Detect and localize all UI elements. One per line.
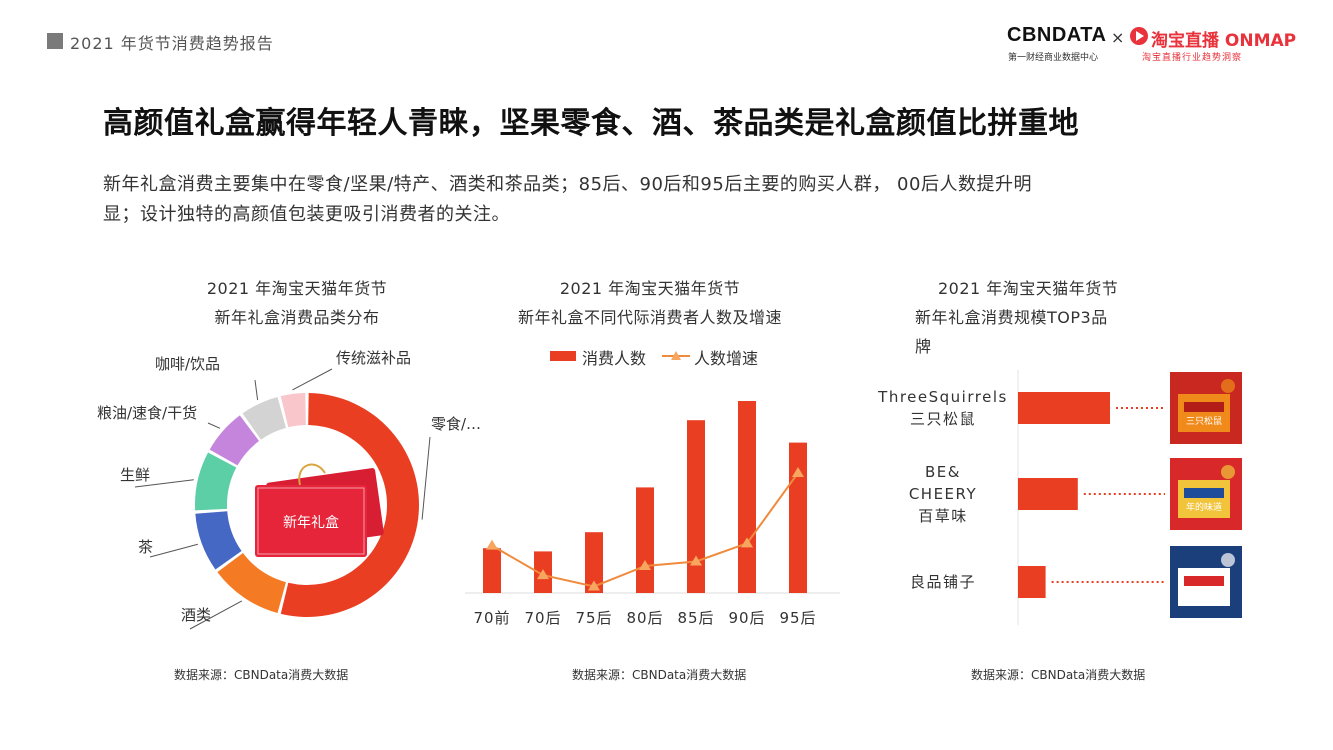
gift-box-image: 新年礼盒 <box>255 463 384 557</box>
growth-point <box>588 580 600 591</box>
pie-chart-title-line-1: 2021 年淘宝天猫年货节 <box>206 279 388 298</box>
generation-bar <box>483 548 501 593</box>
brand-bar <box>1018 566 1046 598</box>
pie-slice-label: 茶 <box>138 538 154 556</box>
x-tick-label: 75后 <box>575 609 612 627</box>
pie-slice-label: 咖啡/饮品 <box>155 355 221 373</box>
legend-line-swatch <box>662 351 690 360</box>
product-image-text: 三只松鼠 <box>1186 415 1222 427</box>
pie-slice <box>195 511 242 570</box>
page-description: 新年礼盒消费主要集中在零食/坚果/特产、酒类和茶品类；85后、90后和95后主要… <box>103 170 1223 230</box>
pie-slice-label: 酒类 <box>181 606 212 624</box>
taobao-live-logo-subtitle: 淘宝直播行业趋势洞察 <box>1142 53 1243 63</box>
bar-chart-source: 数据来源：CBNData消费大数据 <box>572 668 747 682</box>
brand-label-line: ThreeSquirrels <box>878 388 1008 406</box>
taobao-live-logo: 淘宝直播 ONMAP <box>1151 31 1297 51</box>
brand-bar <box>1018 478 1078 510</box>
brand-label: BE& CHEERY 百草味 <box>868 461 1018 527</box>
category-donut-chart: 新年礼盒 <box>134 368 431 630</box>
pie-slice <box>209 415 260 466</box>
description-line-2: 显；设计独特的高颜值包装更吸引消费者的关注。 <box>103 204 510 225</box>
description-line-1: 新年礼盒消费主要集中在零食/坚果/特产、酒类和茶品类；85后、90后和95后主要… <box>103 174 1032 195</box>
logo-separator: × <box>1111 28 1125 47</box>
brand-label: 良品铺子 <box>868 571 1018 593</box>
legend-line-label: 人数增速 <box>694 349 759 368</box>
bestore-gift-box-image: 良品铺子 <box>1170 546 1242 618</box>
generation-bar <box>636 487 654 593</box>
pie-slice <box>280 393 306 428</box>
pie-chart-title: 2021 年淘宝天猫年货节 新年礼盒消费品类分布 <box>152 274 442 332</box>
growth-point <box>537 569 549 580</box>
generation-bar <box>738 401 756 593</box>
pie-slice <box>217 552 286 614</box>
brand-label-line: 良品铺子 <box>909 573 976 591</box>
x-tick-label: 80后 <box>626 609 663 627</box>
pie-slice-label: 零食/… <box>431 415 482 433</box>
product-image-text: 良品铺子 <box>1186 589 1222 601</box>
brand-bar <box>1018 392 1110 424</box>
pie-leader-line <box>421 436 431 520</box>
brand-chart-title-line-1: 2021 年淘宝天猫年货节 <box>938 279 1119 298</box>
legend-bar-label: 消费人数 <box>582 349 647 368</box>
generation-bar-line-chart: 70前 70后 75后 80后 85后 90后 95后 <box>465 401 840 627</box>
brand-chart-title-line-3: 牌 <box>915 337 932 356</box>
page-headline: 高颜值礼盒赢得年轻人青睐，坚果零食、酒、茶品类是礼盒颜值比拼重地 <box>103 106 1079 141</box>
pie-slice-label: 传统滋补品 <box>336 349 412 367</box>
pie-leader-line <box>149 543 198 558</box>
growth-point <box>792 467 804 477</box>
cbndata-logo-subtitle: 第一财经商业数据中心 <box>1008 53 1099 63</box>
x-tick-label: 70前 <box>473 609 510 627</box>
pie-leader-line <box>207 422 221 429</box>
product-image-text: 年的味道 <box>1186 501 1222 513</box>
growth-point <box>639 560 651 571</box>
header-square-icon <box>47 33 63 49</box>
growth-point <box>486 539 498 550</box>
x-tick-label: 95后 <box>779 609 816 627</box>
pie-leader-line <box>189 600 243 630</box>
pie-slice <box>280 393 419 617</box>
brand-label-line: 百草味 <box>918 507 968 525</box>
x-tick-label: 70后 <box>524 609 561 627</box>
brand-chart-title-line-2: 新年礼盒消费规模TOP3品 <box>915 308 1108 327</box>
be-cheery-gift-box-image: 年的味道 <box>1170 458 1242 530</box>
generation-bar <box>585 532 603 593</box>
brand-label-line: CHEERY <box>908 485 978 503</box>
brand-label-line: 三只松鼠 <box>909 410 976 428</box>
pie-leader-line <box>134 479 194 488</box>
pie-leader-line <box>292 368 333 391</box>
three-squirrels-gift-box-image: 三只松鼠 <box>1170 372 1242 444</box>
bar-chart-title-line-2: 新年礼盒不同代际消费者人数及增速 <box>517 308 782 327</box>
report-title: 2021 年货节消费趋势报告 <box>70 34 274 53</box>
bar-chart-title-line-1: 2021 年淘宝天猫年货节 <box>559 279 741 298</box>
pie-leader-line <box>254 379 259 401</box>
pie-slice-label: 粮油/速食/干货 <box>97 404 198 422</box>
brand-label-line: BE& <box>925 463 961 481</box>
x-tick-label: 85后 <box>677 609 714 627</box>
cbndata-logo: CBNDATA <box>1007 24 1107 46</box>
taobao-live-icon <box>1130 27 1148 45</box>
brand-chart-source: 数据来源：CBNData消费大数据 <box>971 668 1146 682</box>
gift-box-text: 新年礼盒 <box>283 514 339 531</box>
pie-slice-label: 生鲜 <box>120 466 151 484</box>
brand-label: ThreeSquirrels 三只松鼠 <box>868 386 1018 430</box>
pie-slice <box>242 396 286 440</box>
generation-bar <box>789 442 807 593</box>
pie-slice <box>195 452 237 511</box>
generation-bar <box>687 420 705 593</box>
legend-bar-swatch <box>550 351 576 361</box>
bar-chart-title: 2021 年淘宝天猫年货节 新年礼盒不同代际消费者人数及增速 <box>480 274 820 332</box>
x-tick-label: 90后 <box>728 609 765 627</box>
pie-chart-title-line-2: 新年礼盒消费品类分布 <box>214 308 380 327</box>
growth-point <box>741 537 753 548</box>
brand-chart-title: 2021 年淘宝天猫年货节 新年礼盒消费规模TOP3品 牌 <box>895 274 1195 361</box>
pie-chart-source: 数据来源：CBNData消费大数据 <box>174 668 349 682</box>
growth-point <box>690 555 702 566</box>
